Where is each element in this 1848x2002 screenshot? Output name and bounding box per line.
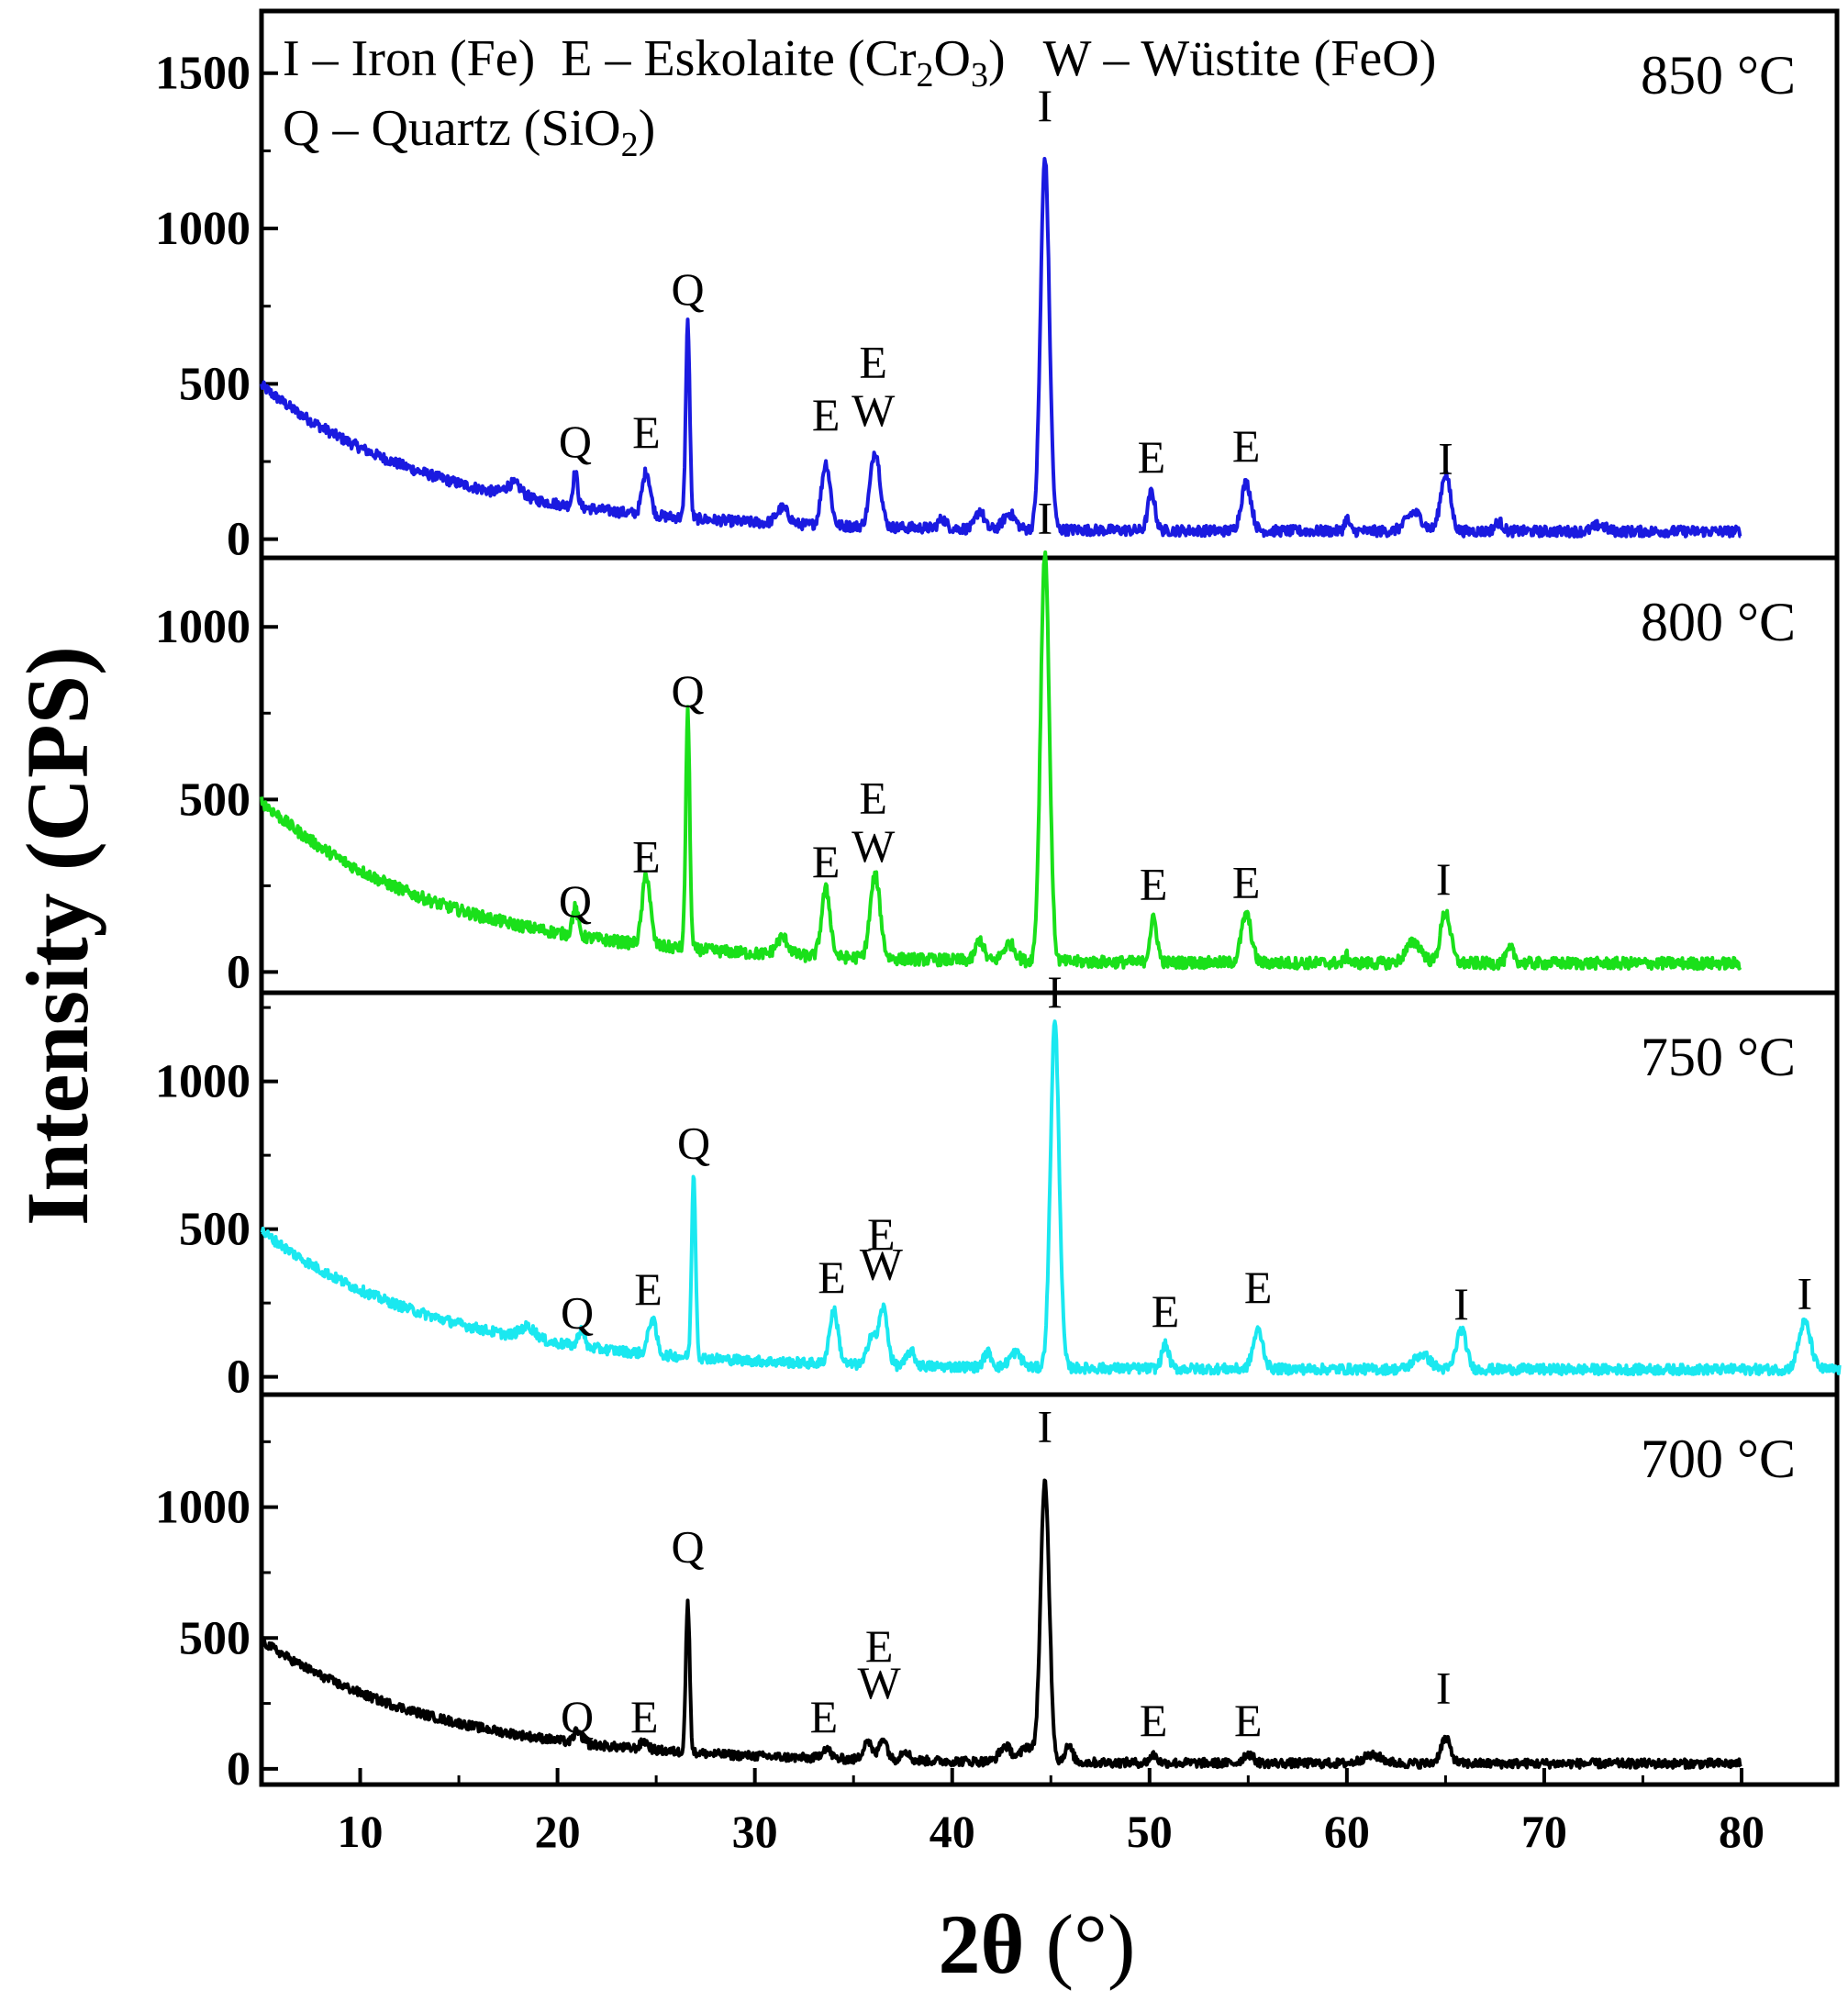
legend-quartz-sub: 2 [621, 126, 639, 164]
peak-label-E: E [632, 406, 661, 458]
peak-label-Q: Q [671, 665, 704, 717]
peak-label-Q: Q [671, 1521, 704, 1573]
peak-label-E: E [1152, 1285, 1180, 1337]
x-axis-label: 2θ (°) [938, 1897, 1135, 1991]
xrd-pattern-700 [260, 1478, 1742, 1770]
peak-label-I: I [1438, 433, 1453, 484]
y-axis-label: Intensity (CPS) [8, 646, 106, 1226]
peak-label-Q: Q [677, 1117, 710, 1168]
y-tick-label: 500 [179, 358, 250, 410]
y-tick-label: 0 [227, 514, 250, 566]
legend-line-1: I – Iron (Fe) E – Eskolaite (Cr2O3) W – … [283, 30, 1436, 95]
peak-label-I: I [1436, 1663, 1452, 1714]
legend-eskolaite-close: ) [988, 30, 1043, 87]
xrd-pattern-800 [260, 550, 1742, 972]
temperature-label: 850 °C [1641, 45, 1796, 106]
xrd-pattern-850 [260, 157, 1742, 539]
legend-line-2: Q – Quartz (SiO2) [283, 100, 655, 164]
peak-label-I: I [1037, 1400, 1052, 1451]
x-tick-label: 40 [930, 1806, 975, 1857]
peak-label-W: W [858, 1657, 902, 1708]
panel-frame [259, 1392, 1840, 1787]
y-tick-label: 1000 [155, 601, 250, 653]
peak-label-I: I [1797, 1268, 1812, 1319]
peak-label-E: E [1232, 857, 1261, 908]
peak-label-E: E [1138, 431, 1166, 483]
peak-label-Q: Q [559, 875, 592, 927]
y-tick-label: 0 [227, 946, 250, 998]
peak-label-E: E [1232, 420, 1261, 472]
peak-label-I: I [1037, 493, 1052, 544]
x-tick-label: 70 [1521, 1806, 1567, 1857]
x-tick-label: 20 [535, 1806, 581, 1857]
peak-label-E: E [632, 830, 661, 882]
x-axis: 10 20 30 40 50 60 70 80 [338, 1768, 1765, 1857]
y-tick-label: 500 [179, 773, 250, 826]
legend-wustite: W – Wüstite (FeO) [1043, 30, 1437, 87]
xrd-pattern-750 [260, 1019, 1842, 1376]
peak-label-Q: Q [671, 263, 704, 315]
x-axis-label-symbol: 2θ [938, 1897, 1024, 1991]
y-tick-label: 500 [179, 1204, 250, 1256]
peak-label-E: E [1140, 1695, 1168, 1746]
peak-label-E: E [810, 1691, 839, 1742]
x-tick-label: 10 [338, 1806, 384, 1857]
peak-label-E: E [867, 1208, 896, 1260]
x-tick-label: 60 [1324, 1806, 1370, 1857]
legend-eskolaite-sub2: 3 [971, 56, 988, 95]
y-tick-label: 1000 [155, 1056, 250, 1108]
peak-label-W: W [852, 820, 896, 872]
legend-quartz: Q – Quartz (SiO [283, 100, 621, 157]
legend-eskolaite-mid: O [934, 30, 971, 87]
legend-eskolaite: E – Eskolaite (Cr [561, 30, 917, 87]
peak-label-Q: Q [561, 1691, 594, 1742]
peak-label-E: E [1140, 858, 1168, 909]
phase-legend: I – Iron (Fe) E – Eskolaite (Cr2O3) W – … [283, 30, 1436, 164]
peak-label-I: I [1436, 853, 1452, 905]
peak-label-E: E [634, 1263, 662, 1315]
peak-label-Q: Q [561, 1287, 594, 1339]
peak-label-E: E [818, 1251, 846, 1303]
x-tick-label: 30 [732, 1806, 778, 1857]
peak-label-E: E [1234, 1695, 1263, 1746]
peak-label-W: W [860, 1238, 904, 1289]
x-tick-label: 80 [1719, 1806, 1765, 1857]
peak-label-I: I [1037, 80, 1052, 131]
temperature-label: 700 °C [1641, 1429, 1796, 1489]
peak-label-E: E [1244, 1262, 1273, 1313]
x-tick-label: 50 [1127, 1806, 1173, 1857]
peak-label-W: W [852, 384, 896, 436]
y-tick-label: 1500 [155, 48, 250, 100]
y-tick-label: 1000 [155, 203, 250, 255]
peak-label-E: E [812, 836, 841, 887]
y-tick-label: 0 [227, 1351, 250, 1404]
peak-label-E: E [630, 1691, 659, 1742]
peak-label-E: E [812, 389, 841, 440]
legend-quartz-close: ) [639, 100, 656, 157]
y-tick-label: 1000 [155, 1482, 250, 1534]
peak-label-E: E [859, 772, 887, 823]
peak-label-E: E [865, 1620, 894, 1672]
temperature-label: 800 °C [1641, 592, 1796, 652]
y-tick-label: 0 [227, 1743, 250, 1796]
peak-label-I: I [1047, 966, 1063, 1018]
legend-iron: I – Iron (Fe) [283, 30, 561, 87]
x-axis-label-unit: (°) [1045, 1897, 1135, 1991]
y-tick-label: 500 [179, 1612, 250, 1664]
peak-label-E: E [859, 337, 887, 388]
legend-eskolaite-sub1: 2 [917, 56, 934, 95]
peak-label-I: I [1453, 1278, 1469, 1329]
peak-label-Q: Q [559, 416, 592, 467]
temperature-label: 750 °C [1641, 1027, 1796, 1087]
